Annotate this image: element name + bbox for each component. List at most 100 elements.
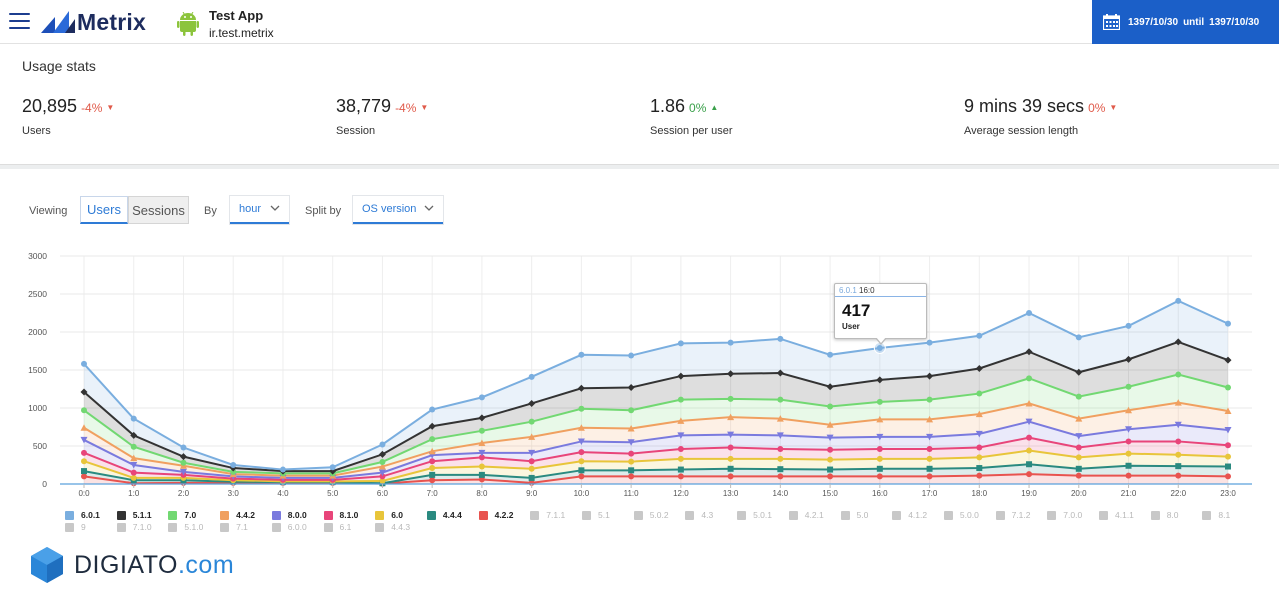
point-8.1.0 (926, 446, 933, 453)
point-8.1.0 (777, 446, 784, 453)
legend-item-5.0.0[interactable]: 5.0.0 (943, 510, 979, 520)
legend-item-8.1[interactable]: 8.1 (1202, 510, 1230, 520)
point-7.0 (1175, 371, 1182, 378)
legend-item-4.2.1[interactable]: 4.2.1 (788, 510, 824, 520)
legend-item-7.1.1[interactable]: 7.1.1 (530, 510, 565, 520)
chevron-down-icon (270, 205, 280, 211)
area-7.0 (84, 374, 1228, 476)
x-tick-label: 5:0 (327, 489, 339, 498)
tooltip-header: 6.0.1 16:0 (835, 284, 926, 297)
menu-icon[interactable] (9, 13, 30, 30)
point-6.0 (1175, 451, 1182, 458)
metrix-logo[interactable]: Metrix (41, 8, 146, 36)
legend-item-7.1[interactable]: 7.1 (220, 522, 248, 532)
tooltip-version: 6.0.1 (839, 286, 857, 295)
x-tick-label: 2:0 (178, 489, 190, 498)
point-7.0 (727, 395, 734, 402)
point-8.0.0 (1224, 427, 1232, 434)
legend-swatch (220, 522, 230, 532)
stat-session-per-user: 1.86 0% ▲ Session per user (650, 96, 733, 137)
point-6.0.1 (777, 335, 784, 342)
split-by-dropdown[interactable]: OS version (353, 196, 443, 224)
legend-label: 7.0.0 (1063, 510, 1083, 520)
point-6.0.1 (876, 344, 883, 351)
legend-label: 5.0.2 (649, 510, 669, 520)
legend-item-8.0[interactable]: 8.0 (1150, 510, 1179, 520)
point-7.0 (628, 407, 635, 414)
legend-item-6.0.1[interactable]: 6.0.1 (65, 510, 100, 520)
legend-item-4.1.2[interactable]: 4.1.2 (892, 510, 927, 520)
legend-item-7.0.0[interactable]: 7.0.0 (1047, 510, 1082, 520)
legend-label: 6.1 (339, 522, 352, 532)
tooltip-label: User (842, 322, 860, 331)
point-5.1.1 (677, 372, 685, 380)
legend-item-8.1.0[interactable]: 8.1.0 (323, 510, 358, 520)
x-tick-label: 23:0 (1220, 489, 1236, 498)
legend-swatch (375, 510, 385, 520)
legend-item-9[interactable]: 9 (65, 522, 86, 532)
users-by-os-version-chart[interactable]: 0 500 1000 1500 2000 2500 3000 0:0 1:0 2:0 3:0 4:0… (0, 248, 1279, 508)
point-6.0.1 (1026, 310, 1033, 316)
legend-item-5.1[interactable]: 5.1 (582, 510, 610, 520)
by-label: By (204, 205, 217, 217)
point-4.2.2 (478, 476, 485, 483)
by-dropdown[interactable]: hour (230, 196, 289, 224)
app-name[interactable]: Test App (209, 8, 264, 23)
legend-item-6.0.0[interactable]: 6.0.0 (271, 522, 307, 532)
legend-item-4.4.4[interactable]: 4.4.4 (426, 510, 462, 520)
legend-swatch (323, 510, 333, 520)
legend-item-7.0[interactable]: 7.0 (168, 510, 196, 520)
chart-markers (80, 297, 1232, 487)
legend-item-5.0[interactable]: 5.0 (840, 510, 868, 520)
legend-item-5.1.0[interactable]: 5.1.0 (168, 522, 203, 532)
legend-swatch (1099, 510, 1108, 520)
point-4.4.4 (478, 471, 485, 478)
legend-item-5.0.2[interactable]: 5.0.2 (633, 510, 669, 520)
point-5.1.1 (528, 399, 536, 407)
point-4.4.2 (1025, 399, 1033, 407)
legend-item-4.4.3[interactable]: 4.4.3 (375, 522, 410, 532)
legend-label: 4.2.2 (494, 510, 514, 520)
legend-item-8.0.0[interactable]: 8.0.0 (271, 510, 307, 520)
legend-label: 4.4.4 (442, 510, 462, 520)
legend-item-5.0.1[interactable]: 5.0.1 (737, 510, 772, 520)
point-6.0.1 (379, 441, 386, 448)
point-5.1.1 (1224, 356, 1232, 364)
legend-item-4.3[interactable]: 4.3 (685, 510, 713, 520)
legend-item-4.4.2[interactable]: 4.4.2 (220, 510, 255, 520)
point-6.0.1 (1125, 322, 1132, 329)
view-users-button[interactable]: Users (80, 196, 128, 224)
point-6.0.1 (578, 351, 585, 358)
legend-swatch (995, 510, 1005, 520)
legend-label: 5.0.0 (959, 510, 979, 520)
point-5.1.1 (776, 369, 784, 377)
point-5.1.1 (826, 383, 834, 391)
point-6.0 (429, 465, 436, 472)
chart-lines (83, 299, 1229, 485)
legend-item-7.1.0[interactable]: 7.1.0 (116, 522, 152, 532)
date-to: 1397/10/30 (1209, 16, 1260, 28)
tooltip-value: 417 (842, 301, 871, 320)
x-tick-label: 0:0 (78, 489, 90, 498)
legend-label: 7.0 (184, 510, 197, 520)
point-4.4.2 (826, 421, 834, 428)
legend-item-6.0[interactable]: 6.0 (375, 510, 403, 520)
x-tick-label: 15:0 (822, 489, 838, 498)
view-sessions-button[interactable]: Sessions (128, 196, 189, 224)
point-8.1.0 (478, 454, 485, 461)
legend-item-4.2.2[interactable]: 4.2.2 (478, 510, 514, 520)
legend-item-6.1[interactable]: 6.1 (323, 522, 352, 532)
legend-item-4.1.1[interactable]: 4.1.1 (1099, 510, 1134, 520)
calendar-icon (1103, 14, 1120, 30)
point-8.1.0 (1225, 442, 1231, 449)
point-6.0.1 (1075, 334, 1082, 341)
point-4.4.2 (1224, 407, 1232, 415)
date-range-picker[interactable]: 1397/10/30 until 1397/10/30 (1092, 0, 1279, 44)
point-7.0 (478, 427, 485, 434)
point-8.0.0 (926, 433, 934, 441)
legend-item-5.1.1[interactable]: 5.1.1 (116, 510, 152, 520)
point-4.4.2 (876, 415, 884, 423)
legend-item-7.1.2[interactable]: 7.1.2 (995, 510, 1031, 520)
x-tick-label: 19:0 (1021, 489, 1037, 498)
point-4.4.4 (1175, 463, 1182, 470)
